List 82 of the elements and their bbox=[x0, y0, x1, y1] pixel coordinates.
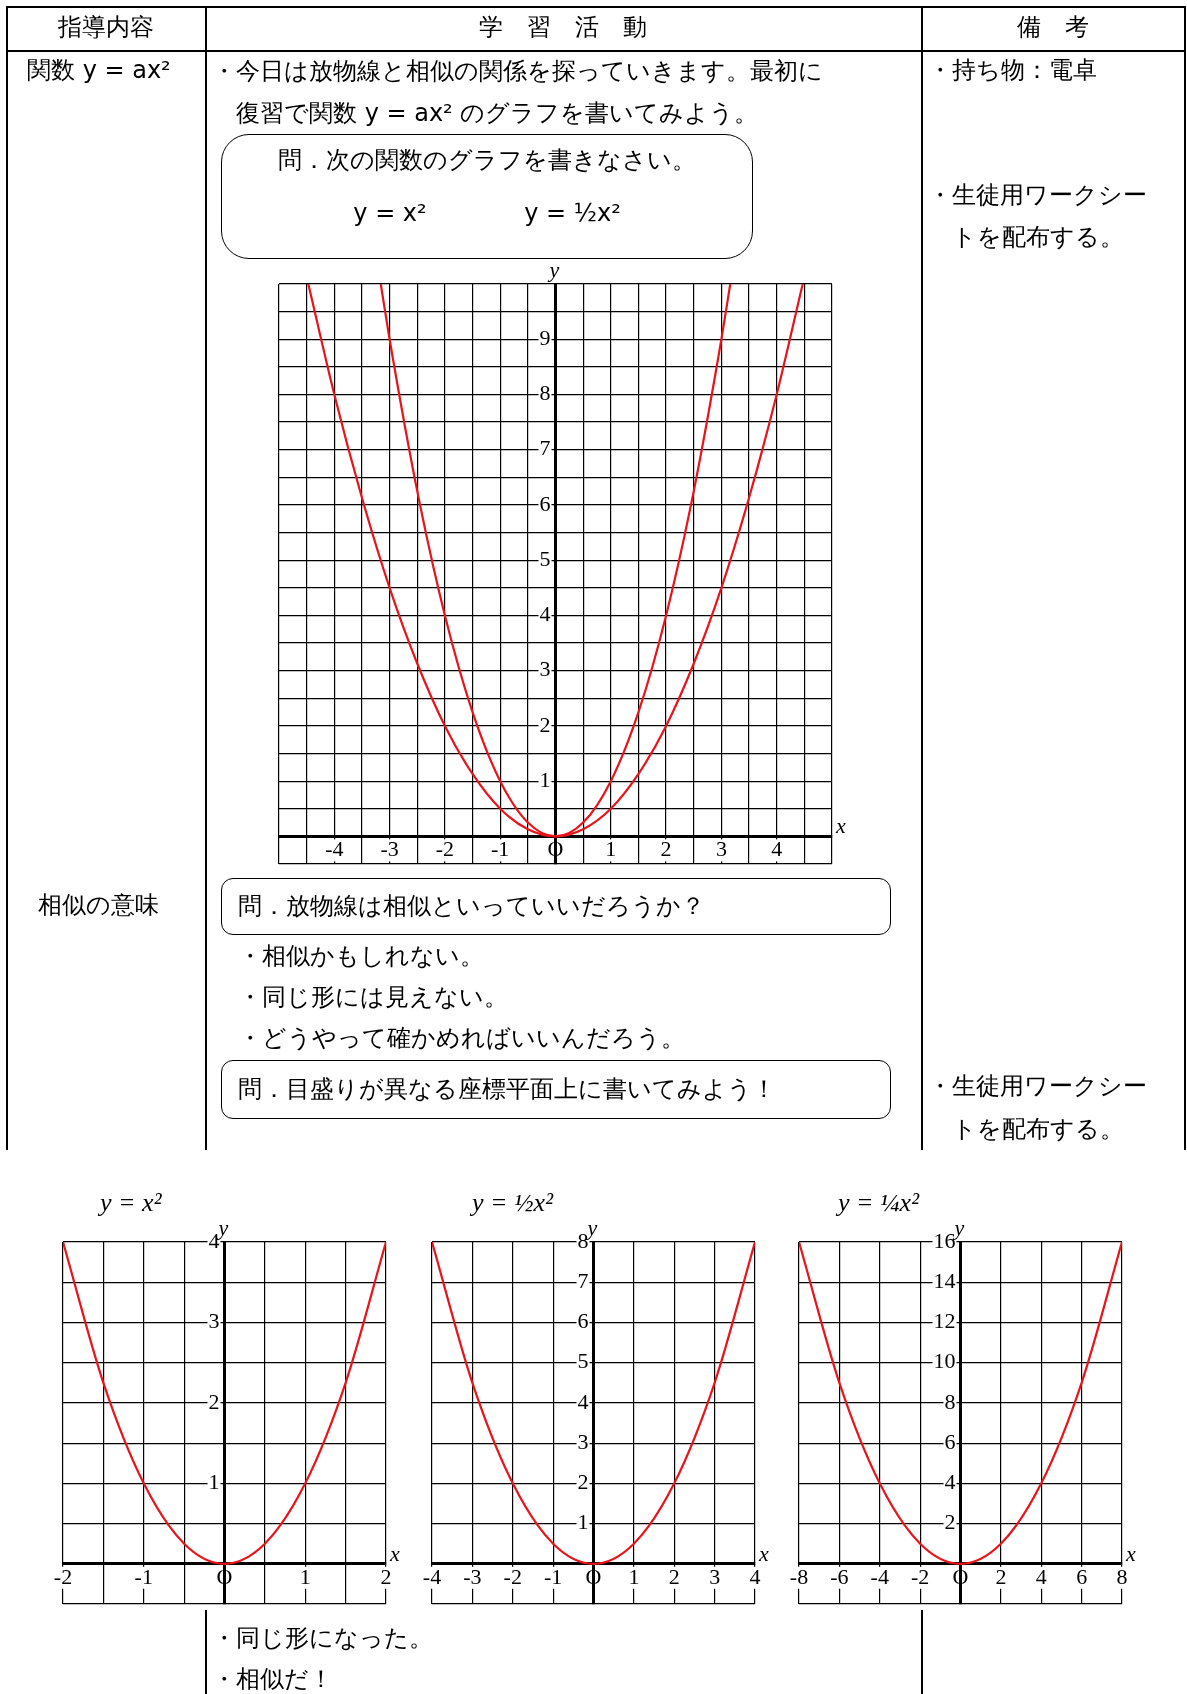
x-tick-label: -2 bbox=[503, 1563, 522, 1589]
x-tick-label: -4 bbox=[325, 836, 344, 862]
y-tick-label: 4 bbox=[944, 1469, 956, 1495]
chart-title: y = ¼x² bbox=[838, 1188, 919, 1218]
y-tick-label: 1 bbox=[208, 1469, 220, 1495]
x-tick-label: 3 bbox=[715, 836, 727, 862]
y-tick-label: 2 bbox=[539, 711, 551, 737]
x-axis-title: x bbox=[758, 1540, 769, 1566]
y-axis-title: y bbox=[547, 256, 560, 282]
y-tick-label: 3 bbox=[539, 656, 551, 682]
text: ・同じ形には見えない。 bbox=[238, 982, 508, 1013]
y-tick-label: 9 bbox=[539, 325, 551, 351]
y-tick-label: 5 bbox=[539, 545, 551, 571]
text: 問．放物線は相似といっていいだろうか？ bbox=[238, 891, 705, 922]
x-tick-label: 1 bbox=[299, 1563, 311, 1589]
text: ・どうやって確かめればいいんだろう。 bbox=[238, 1023, 685, 1054]
x-tick-label: 2 bbox=[380, 1563, 392, 1589]
y-tick-label: 7 bbox=[577, 1268, 589, 1293]
x-tick-label: 3 bbox=[709, 1563, 721, 1589]
y-tick-label: 6 bbox=[539, 490, 551, 516]
text: ・相似かもしれない。 bbox=[238, 941, 484, 972]
x-tick-label: 4 bbox=[1035, 1563, 1047, 1589]
x-tick-label: -8 bbox=[789, 1563, 809, 1589]
y-tick-label: 1 bbox=[539, 766, 551, 792]
x-tick-label: 4 bbox=[749, 1563, 761, 1589]
y-tick-label: 3 bbox=[208, 1308, 220, 1334]
text: 問．目盛りが異なる座標平面上に書いてみよう！ bbox=[238, 1074, 776, 1105]
x-tick-label: 4 bbox=[771, 836, 783, 862]
y-tick-label: 8 bbox=[944, 1388, 956, 1414]
x-tick-label: 8 bbox=[1116, 1563, 1128, 1589]
x-tick-label: -6 bbox=[830, 1563, 849, 1589]
text: 学 習 活 動 bbox=[478, 12, 648, 43]
text: y = ½x² bbox=[523, 198, 622, 229]
y-tick-label: 10 bbox=[933, 1348, 956, 1374]
x-tick-label: 2 bbox=[668, 1563, 680, 1589]
text: 問．次の関数のグラフを書きなさい。 bbox=[277, 145, 697, 176]
x-tick-label: 2 bbox=[660, 836, 672, 862]
text: 備 考 bbox=[1015, 12, 1090, 43]
x-tick-label: -1 bbox=[134, 1563, 153, 1589]
text: ・今日は放物線と相似の関係を探っていきます。最初に復習で関数 y = ax² のグラフを書いてみよう。 bbox=[212, 56, 824, 129]
x-tick-label: 1 bbox=[628, 1563, 640, 1589]
x-tick-label: -1 bbox=[543, 1563, 563, 1589]
y-tick-label: 4 bbox=[539, 601, 551, 627]
x-tick-label: -1 bbox=[491, 836, 510, 862]
chart-title: y = x² bbox=[100, 1188, 162, 1218]
x-tick-label: -4 bbox=[870, 1563, 889, 1589]
y-tick-label: 7 bbox=[539, 435, 551, 461]
text: 関数 y = ax² bbox=[27, 55, 171, 86]
chart-title: y = ½x² bbox=[472, 1188, 553, 1218]
text: ・生徒用ワークシートを配布する。 bbox=[928, 180, 1148, 253]
x-axis-title: x bbox=[1125, 1540, 1136, 1566]
text: ・持ち物：電卓 bbox=[928, 55, 1097, 86]
y-tick-label: 8 bbox=[539, 380, 551, 406]
text: ・生徒用ワークシートを配布する。 bbox=[928, 1071, 1148, 1145]
text: 指導内容 bbox=[56, 12, 155, 43]
x-tick-label: -2 bbox=[910, 1563, 930, 1589]
text: ・相似だ！ bbox=[212, 1664, 333, 1694]
y-tick-label: 14 bbox=[933, 1268, 956, 1293]
y-tick-label: 1 bbox=[577, 1509, 589, 1535]
y-tick-label: 2 bbox=[944, 1509, 956, 1535]
y-tick-label: 3 bbox=[577, 1428, 589, 1454]
x-tick-label: -4 bbox=[422, 1563, 442, 1589]
text: y = x² bbox=[352, 198, 428, 229]
y-tick-label: 12 bbox=[933, 1308, 956, 1334]
x-tick-label: -3 bbox=[380, 836, 399, 862]
x-axis-title: x bbox=[835, 813, 846, 839]
line-series bbox=[307, 284, 804, 838]
y-tick-label: 5 bbox=[577, 1348, 589, 1374]
y-tick-label: 6 bbox=[577, 1308, 589, 1334]
x-tick-label: -2 bbox=[435, 836, 455, 862]
y-tick-label: 4 bbox=[577, 1388, 589, 1414]
x-tick-label: 1 bbox=[605, 836, 617, 862]
x-axis-title: x bbox=[389, 1540, 400, 1566]
text: 相似の意味 bbox=[38, 890, 159, 921]
x-tick-label: 6 bbox=[1076, 1563, 1088, 1589]
y-tick-label: 6 bbox=[944, 1428, 956, 1454]
x-tick-label: -3 bbox=[463, 1563, 482, 1589]
y-tick-label: 2 bbox=[577, 1469, 589, 1495]
text: ・同じ形になった。 bbox=[212, 1623, 433, 1654]
x-tick-label: 2 bbox=[995, 1563, 1007, 1589]
y-tick-label: 2 bbox=[208, 1388, 220, 1414]
x-tick-label: -2 bbox=[53, 1563, 73, 1589]
